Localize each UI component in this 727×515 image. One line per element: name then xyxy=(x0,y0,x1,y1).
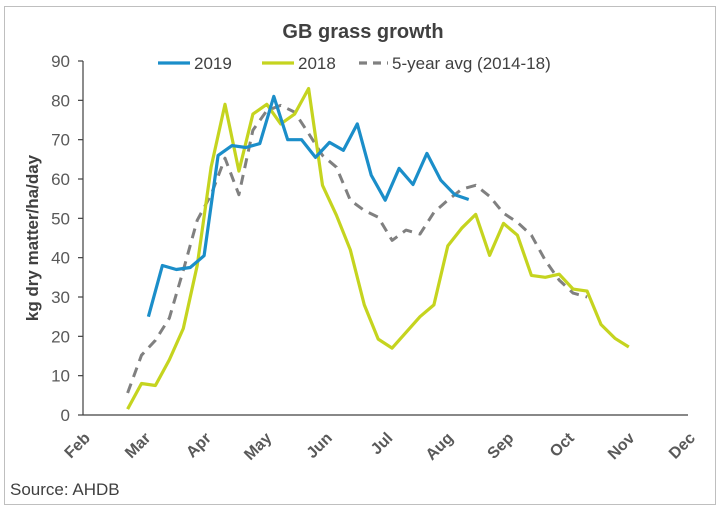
series-line-2018 xyxy=(126,86,630,410)
x-tick-label: Oct xyxy=(547,429,578,460)
x-tick-label: Sep xyxy=(485,430,518,463)
x-tick-label: May xyxy=(241,430,275,464)
x-tick-label: Aug xyxy=(423,430,457,464)
y-tick-label: 80 xyxy=(51,91,70,110)
chart-title: GB grass growth xyxy=(282,21,443,43)
x-tick-label: Mar xyxy=(122,430,154,462)
y-tick-label: 50 xyxy=(51,209,70,228)
x-tick-label: Dec xyxy=(666,430,699,463)
series-line-2019 xyxy=(146,94,470,318)
x-tick-label: Jun xyxy=(304,430,336,462)
y-tick-label: 40 xyxy=(51,249,70,268)
y-tick-label: 60 xyxy=(51,170,70,189)
y-tick-label: 70 xyxy=(51,131,70,150)
x-tick-label: Apr xyxy=(183,430,215,462)
y-axis-label: kg dry matter/ha/day xyxy=(23,154,42,321)
legend-label: 5-year avg (2014-18) xyxy=(392,54,551,73)
legend-label: 2019 xyxy=(194,54,232,73)
y-tick-label: 30 xyxy=(51,288,70,307)
x-tick-label: Jul xyxy=(368,430,396,458)
y-axis: 0 10 20 30 40 50 60 70 80 90 xyxy=(51,52,84,425)
x-tick-label: Nov xyxy=(605,430,638,463)
series-group xyxy=(126,86,630,410)
x-axis: Feb Mar Apr May Jun Jul Aug Sep Oct Nov Dec xyxy=(62,414,699,464)
x-tick-label: Feb xyxy=(62,430,94,462)
y-tick-label: 10 xyxy=(51,367,70,386)
legend-label: 2018 xyxy=(298,54,336,73)
source-note: Source: AHDB xyxy=(10,480,120,499)
series-line-5-year-avg-2014-18 xyxy=(126,103,588,394)
chart-frame xyxy=(4,6,716,505)
y-tick-label: 0 xyxy=(61,406,70,425)
legend: 2019 2018 5-year avg (2014-18) xyxy=(158,54,551,73)
y-tick-label: 20 xyxy=(51,327,70,346)
y-tick-label: 90 xyxy=(51,52,70,71)
